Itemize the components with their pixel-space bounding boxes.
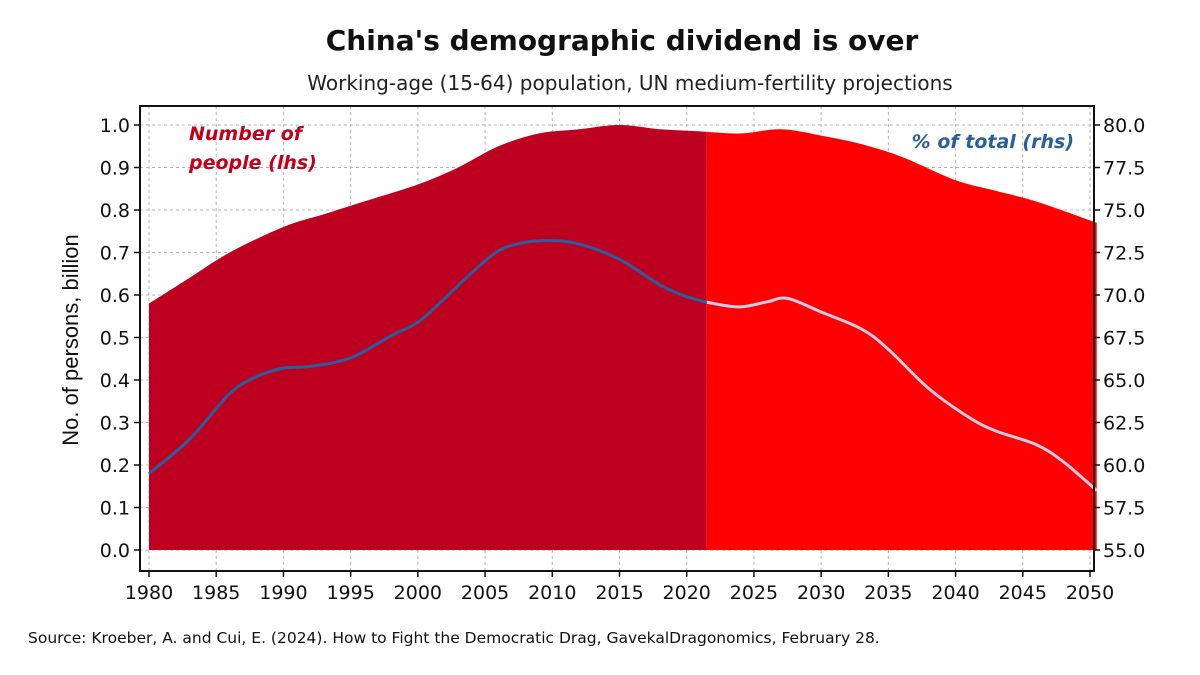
y2-tick-label-5: 67.5 <box>1103 328 1145 350</box>
x-tick-label-12: 2040 <box>931 582 979 604</box>
y-tick-label-2: 0.2 <box>100 455 130 477</box>
area-historical <box>149 125 707 550</box>
y2-tick-label-4: 65.0 <box>1103 370 1145 392</box>
y-tick-label-5: 0.5 <box>100 328 130 350</box>
y-tick-label-8: 0.8 <box>100 200 130 222</box>
y-axis-right: 55.0 57.5 60.0 62.5 65.0 67.5 70.0 72.5 75.0 77.5… <box>1094 115 1145 562</box>
x-tick-label-14: 2050 <box>1066 582 1114 604</box>
x-tick-label-8: 2020 <box>663 582 711 604</box>
area-projection <box>706 129 1097 550</box>
y2-tick-label-8: 75.0 <box>1103 200 1145 222</box>
y-tick-label-3: 0.3 <box>100 413 130 435</box>
x-tick-label-0: 1980 <box>125 582 173 604</box>
y-tick-label-1: 0.1 <box>100 498 130 520</box>
x-tick-label-7: 2015 <box>595 582 643 604</box>
y2-tick-label-1: 57.5 <box>1103 498 1145 520</box>
x-tick-label-6: 2010 <box>528 582 576 604</box>
plot-frame <box>139 105 1095 572</box>
x-tick-label-2: 1990 <box>259 582 307 604</box>
line-historical <box>148 239 707 475</box>
line-series <box>148 239 1098 492</box>
x-tick-label-3: 1995 <box>326 582 374 604</box>
area-series <box>149 125 1097 550</box>
annotation-people-line2: people (lhs) <box>188 152 317 174</box>
y2-tick-label-3: 62.5 <box>1103 413 1145 435</box>
source-note: Source: Kroeber, A. and Cui, E. (2024). … <box>28 629 880 647</box>
chart-title: China's demographic dividend is over <box>326 24 919 57</box>
x-tick-label-11: 2035 <box>864 582 912 604</box>
x-tick-label-9: 2025 <box>730 582 778 604</box>
x-tick-label-13: 2045 <box>999 582 1047 604</box>
annotation-people-line1: Number of <box>189 123 305 145</box>
y-tick-label-4: 0.4 <box>100 370 130 392</box>
y2-tick-label-2: 60.0 <box>1103 455 1145 477</box>
y-axis-left: 0.0 0.1 0.2 0.3 0.4 0.5 0.6 0.7 0.8 0.9 1.0 <box>100 115 140 562</box>
x-tick-label-4: 2000 <box>394 582 442 604</box>
x-axis: 1980 1985 1990 1995 2000 2005 2010 2015 2020 2025… <box>125 571 1114 604</box>
x-tick-label-5: 2005 <box>461 582 509 604</box>
y-axis-label: No. of persons, billion <box>58 234 83 446</box>
chart-subtitle: Working-age (15-64) population, UN mediu… <box>307 71 952 95</box>
y-tick-label-0: 0.0 <box>100 540 130 562</box>
x-tick-label-10: 2030 <box>797 582 845 604</box>
y-tick-label-6: 0.6 <box>100 285 130 307</box>
x-tick-label-1: 1985 <box>192 582 240 604</box>
y-tick-label-9: 0.9 <box>100 158 130 180</box>
y2-tick-label-6: 70.0 <box>1103 285 1145 307</box>
annotation-share: % of total (rhs) <box>912 131 1074 153</box>
y2-tick-label-10: 80.0 <box>1103 115 1145 137</box>
y2-tick-label-9: 77.5 <box>1103 158 1145 180</box>
line-projection <box>706 296 1098 492</box>
y2-tick-label-0: 55.0 <box>1103 540 1145 562</box>
y-tick-label-10: 1.0 <box>100 115 130 137</box>
y-tick-label-7: 0.7 <box>100 243 130 265</box>
y2-tick-label-7: 72.5 <box>1103 243 1145 265</box>
